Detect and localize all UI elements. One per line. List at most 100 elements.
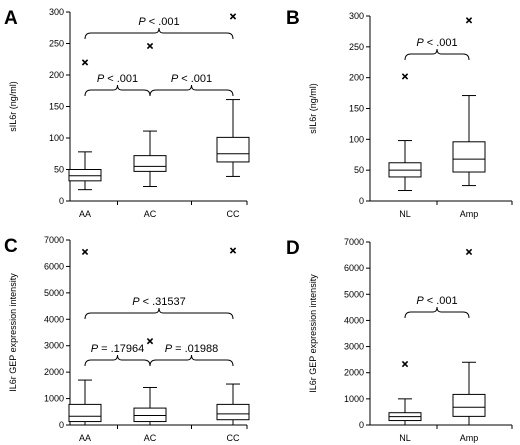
iqr-box xyxy=(216,403,250,421)
x-tick-label: Amp xyxy=(460,433,479,443)
box-aa xyxy=(68,248,102,426)
comparison-brace xyxy=(84,27,234,40)
y-tick-label: 0 xyxy=(359,196,364,206)
x-tick-label: NL xyxy=(399,209,411,219)
outlier-marker xyxy=(401,73,409,80)
y-tick-label: 2000 xyxy=(344,368,364,378)
p-symbol: P xyxy=(165,343,173,355)
x-tick-label: AC xyxy=(144,209,157,219)
outlier-marker xyxy=(81,248,89,256)
iqr-box xyxy=(452,141,486,173)
p-value: < .001 xyxy=(104,73,138,85)
y-tick-label: 100 xyxy=(49,133,64,143)
box-cc xyxy=(216,13,250,177)
outlier-stroke xyxy=(401,360,409,368)
panel-a: A 0 50 100 150 200 250 300 sIL6r (ng/ml) AA AC CC P … xyxy=(4,7,250,219)
p-symbol: P xyxy=(97,73,105,85)
iqr-box xyxy=(68,403,102,423)
x-tick-label: AC xyxy=(144,433,157,443)
y-tick-label: 5000 xyxy=(44,288,64,298)
x-tick-label: CC xyxy=(227,209,240,219)
p-value-label: P = .01988 xyxy=(165,343,219,355)
y-tick-label: 300 xyxy=(349,11,364,21)
box-nl xyxy=(388,360,422,426)
panel-letter: A xyxy=(4,8,18,29)
y-tick-label: 4000 xyxy=(344,315,364,325)
outlier-stroke xyxy=(229,13,237,20)
y-tick-label: 200 xyxy=(49,70,64,80)
outlier-marker xyxy=(81,59,89,66)
panel-c: C 0 1000 2000 3000 4000 5000 6000 7000 IL6r GEP e… xyxy=(4,235,250,443)
panel-b: B 0 50 100 150 200 250 300 sIL6r (ng/ml) NL Amp P <… xyxy=(286,8,513,219)
box-nl xyxy=(388,73,422,192)
y-tick-label: 250 xyxy=(49,39,64,49)
x-tick-label: CC xyxy=(227,433,240,443)
iqr-box xyxy=(133,155,167,172)
p-value: < .001 xyxy=(146,16,180,28)
y-axis-label: sIL6r (ng/ml) xyxy=(8,81,18,132)
y-tick-label: 50 xyxy=(354,165,364,175)
p-value-label: P < .001 xyxy=(171,73,212,85)
y-tick-label: 1000 xyxy=(44,394,64,404)
y-axis-label: IL6r GEP expression intensity xyxy=(8,273,18,392)
p-value: = .17964 xyxy=(98,343,144,355)
p-value: = .01988 xyxy=(172,343,218,355)
iqr-box xyxy=(216,136,250,163)
y-tick-label: 6000 xyxy=(44,261,64,271)
box-cc xyxy=(216,247,250,426)
p-symbol: P xyxy=(171,73,179,85)
outlier-marker xyxy=(229,247,237,254)
y-tick-label: 3000 xyxy=(344,342,364,352)
comparison-brace xyxy=(84,307,234,320)
outlier-marker xyxy=(465,17,473,24)
y-tick-label: 2000 xyxy=(44,367,64,377)
y-tick-label: 300 xyxy=(49,7,64,17)
comparison-brace xyxy=(404,306,470,319)
p-value-label: P < .001 xyxy=(97,73,138,85)
y-tick-label: 150 xyxy=(49,102,64,112)
box-amp xyxy=(452,248,486,426)
p-value: < .31537 xyxy=(140,296,186,308)
y-tick-label: 3000 xyxy=(44,341,64,351)
panel-d: D 0 1000 2000 3000 4000 5000 6000 7000 IL6r GEP e… xyxy=(286,237,513,443)
y-tick-label: 4000 xyxy=(44,314,64,324)
y-tick-label: 0 xyxy=(359,420,364,430)
outlier-stroke xyxy=(81,59,89,66)
p-value: < .001 xyxy=(424,295,458,307)
box-ac xyxy=(133,42,167,188)
p-value-label: P < .31537 xyxy=(132,296,186,308)
p-symbol: P xyxy=(138,16,146,28)
p-value-label: P < .001 xyxy=(416,295,457,307)
outlier-stroke xyxy=(401,73,409,80)
outlier-stroke xyxy=(465,17,473,24)
panel-letter: D xyxy=(286,238,300,259)
p-symbol: P xyxy=(132,296,140,308)
outlier-marker xyxy=(229,13,237,20)
y-tick-label: 200 xyxy=(349,73,364,83)
x-tick-label: Amp xyxy=(460,209,479,219)
y-axis-label: IL6r GEP expression intensity xyxy=(308,274,318,393)
outlier-marker xyxy=(146,42,154,50)
y-tick-label: 5000 xyxy=(344,289,364,299)
iqr-box xyxy=(133,407,167,423)
outlier-stroke xyxy=(146,42,154,50)
panel-letter: B xyxy=(286,8,300,29)
x-tick-label: AA xyxy=(79,209,91,219)
y-tick-label: 1000 xyxy=(344,394,364,404)
outlier-stroke xyxy=(146,338,154,345)
y-tick-label: 7000 xyxy=(344,237,364,247)
outlier-marker xyxy=(401,360,409,368)
y-tick-label: 0 xyxy=(59,196,64,206)
comparison-brace xyxy=(84,84,151,97)
y-tick-label: 7000 xyxy=(44,235,64,245)
comparison-brace xyxy=(84,354,151,367)
x-tick-label: AA xyxy=(79,433,91,443)
y-tick-label: 50 xyxy=(54,165,64,175)
p-value-label: P = .17964 xyxy=(91,343,145,355)
y-tick-label: 250 xyxy=(349,42,364,52)
p-symbol: P xyxy=(91,343,99,355)
p-value: < .001 xyxy=(424,37,458,49)
y-tick-label: 100 xyxy=(349,134,364,144)
p-symbol: P xyxy=(416,295,424,307)
